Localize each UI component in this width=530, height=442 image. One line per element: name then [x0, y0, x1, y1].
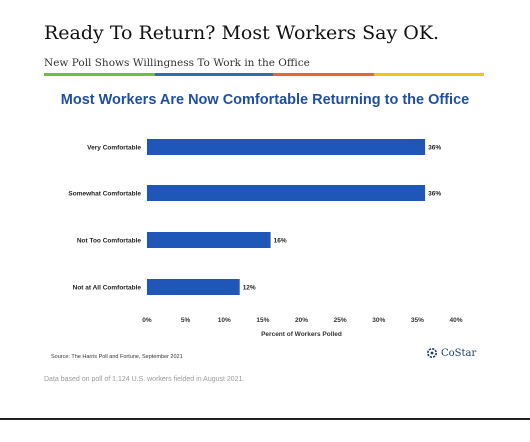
x-tick-label: 35% — [411, 317, 424, 324]
accent-rule-orange — [273, 73, 374, 76]
x-tick-label: 15% — [256, 317, 269, 324]
data-label: 36% — [428, 191, 441, 198]
source-note: Source: The Harris Poll and Fortune, Sep… — [51, 354, 183, 360]
category-label: Not Too Comfortable — [77, 238, 142, 245]
x-tick-label: 5% — [181, 317, 191, 324]
bar — [147, 185, 426, 201]
bar — [147, 139, 426, 155]
x-tick-label: 0% — [142, 317, 152, 324]
category-label: Very Comfortable — [87, 145, 141, 152]
category-label: Somewhat Comfortable — [68, 191, 141, 198]
footnote: Data based on poll of 1,124 U.S. workers… — [44, 376, 245, 383]
bar-chart: Very Comfortable 36% Somewhat Comfortable 3… — [68, 139, 463, 338]
category-label: Not at All Comfortable — [73, 285, 142, 292]
costar-logo: CoStar — [426, 347, 476, 359]
accent-rule-green — [44, 73, 155, 76]
x-tick-label: 25% — [334, 317, 347, 324]
x-tick-label: 40% — [449, 317, 462, 324]
x-axis-label: Percent of Workers Polled — [261, 331, 342, 338]
x-tick-label: 30% — [372, 317, 385, 324]
subheadline: New Poll Shows Willingness To Work in th… — [44, 57, 310, 69]
chart-title: Most Workers Are Now Comfortable Returni… — [60, 92, 470, 108]
data-label: 36% — [428, 145, 441, 152]
bar — [147, 232, 271, 248]
logo-text: CoStar — [441, 347, 477, 359]
headline: Ready To Return? Most Workers Say OK. — [44, 22, 440, 44]
accent-rule-yellow — [374, 73, 484, 76]
x-tick-label: 20% — [295, 317, 308, 324]
x-tick-label: 10% — [218, 317, 231, 324]
data-label: 12% — [243, 285, 256, 292]
accent-rule-blue — [155, 73, 273, 76]
data-label: 16% — [274, 238, 287, 245]
costar-logo-icon — [427, 348, 437, 358]
bar — [147, 279, 240, 295]
bottom-divider — [0, 418, 530, 420]
